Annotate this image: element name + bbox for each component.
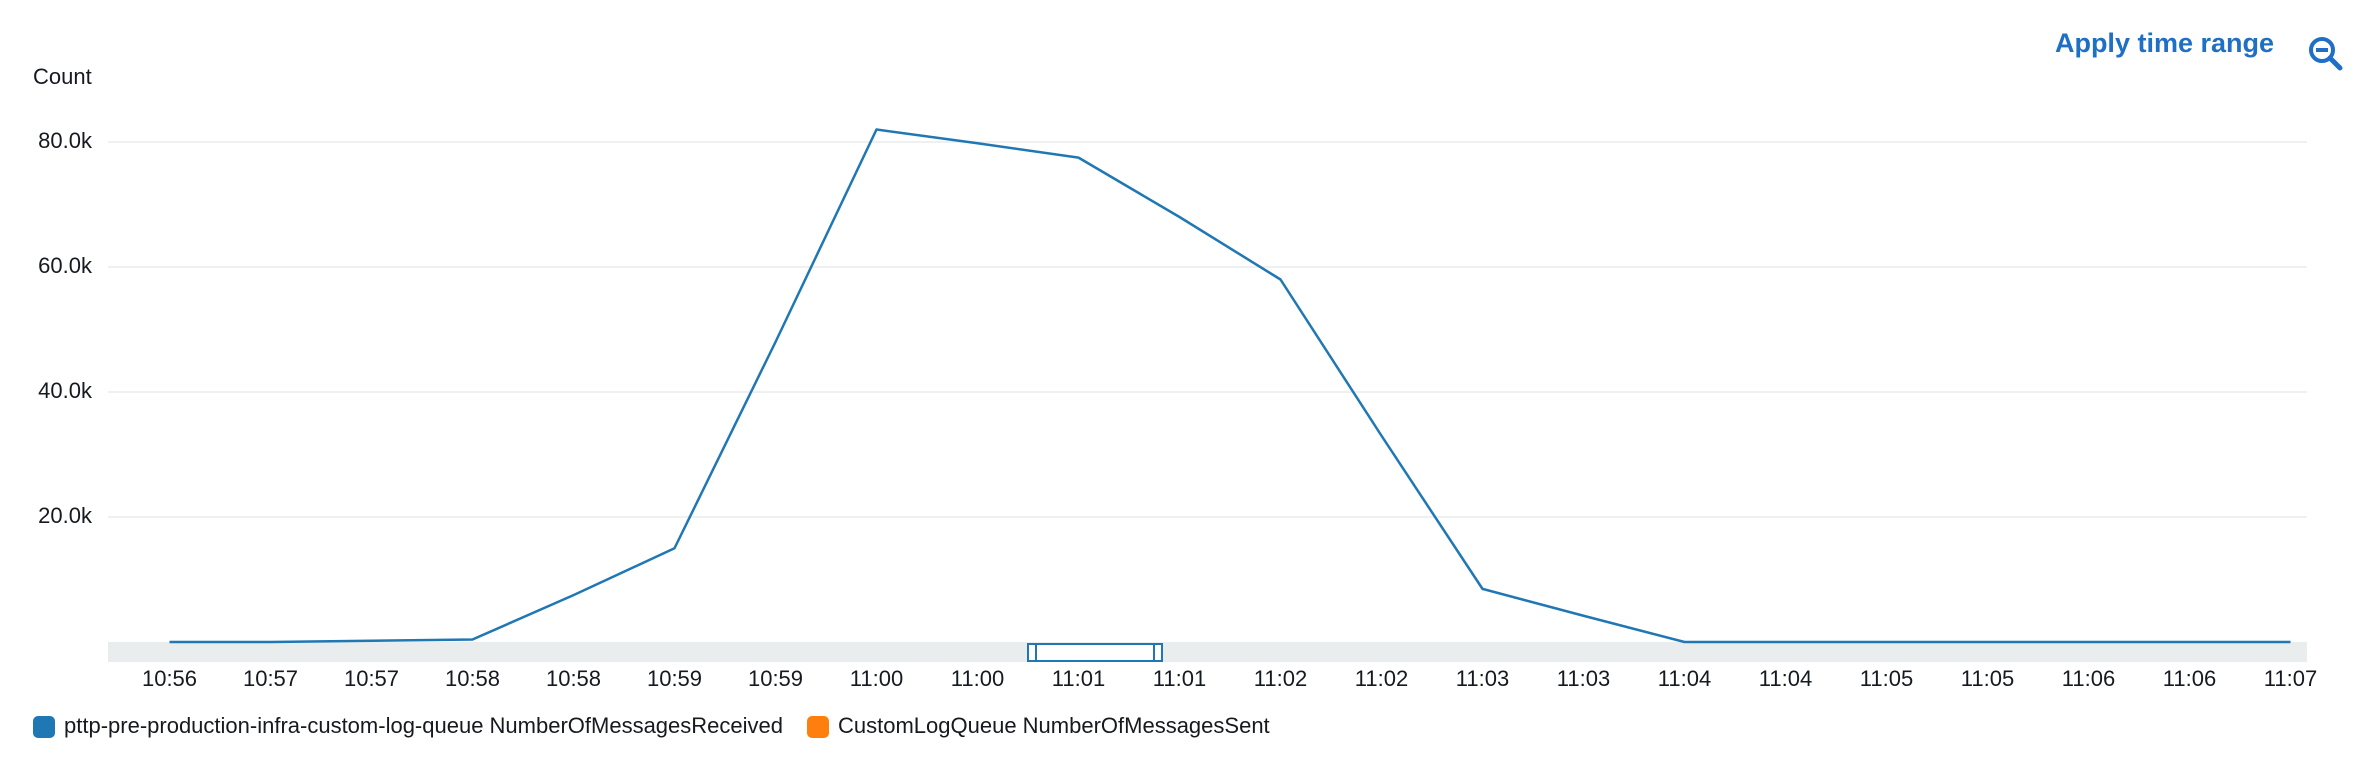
x-tick-label: 10:57 xyxy=(243,666,298,691)
x-axis-band xyxy=(108,642,2307,662)
apply-time-range[interactable]: Apply time range xyxy=(2055,28,2274,58)
y-tick-label: 60.0k xyxy=(38,253,93,278)
x-tick-label: 10:58 xyxy=(445,666,500,691)
x-tick-label: 11:06 xyxy=(2163,666,2216,691)
x-tick-label: 10:57 xyxy=(344,666,399,691)
x-tick-label: 10:56 xyxy=(142,666,197,691)
x-tick-label: 11:00 xyxy=(850,666,903,691)
x-tick-label: 11:03 xyxy=(1456,666,1509,691)
x-tick-label: 11:00 xyxy=(951,666,1004,691)
x-tick-label: 11:04 xyxy=(1759,666,1812,691)
x-tick-label: 11:05 xyxy=(1961,666,2014,691)
legend-swatch xyxy=(33,716,55,738)
x-tick-label: 11:02 xyxy=(1355,666,1408,691)
x-tick-label: 10:58 xyxy=(546,666,601,691)
y-tick-label: 40.0k xyxy=(38,378,93,403)
x-tick-label: 11:07 xyxy=(2264,666,2317,691)
x-tick-label: 10:59 xyxy=(647,666,702,691)
x-tick-label: 11:02 xyxy=(1254,666,1307,691)
x-tick-label: 11:04 xyxy=(1658,666,1711,691)
y-axis-label: Count xyxy=(33,64,92,89)
legend-item: CustomLogQueue NumberOfMessagesSent xyxy=(807,713,1270,738)
legend-item: pttp-pre-production-infra-custom-log-que… xyxy=(33,713,783,738)
legend-label: CustomLogQueue NumberOfMessagesSent xyxy=(838,713,1270,738)
legend-swatch xyxy=(807,716,829,738)
x-tick-label: 11:01 xyxy=(1052,666,1105,691)
x-tick-label: 11:01 xyxy=(1153,666,1206,691)
x-tick-label: 10:59 xyxy=(748,666,803,691)
y-tick-label: 20.0k xyxy=(38,503,93,528)
y-tick-label: 80.0k xyxy=(38,128,93,153)
zoom-out-icon[interactable] xyxy=(2309,37,2343,71)
data-line xyxy=(169,128,2291,644)
x-tick-label: 11:06 xyxy=(2062,666,2115,691)
legend-label: pttp-pre-production-infra-custom-log-que… xyxy=(64,713,783,738)
x-tick-label: 11:05 xyxy=(1860,666,1913,691)
brush[interactable] xyxy=(1027,643,1163,662)
x-tick-label: 11:03 xyxy=(1557,666,1610,691)
